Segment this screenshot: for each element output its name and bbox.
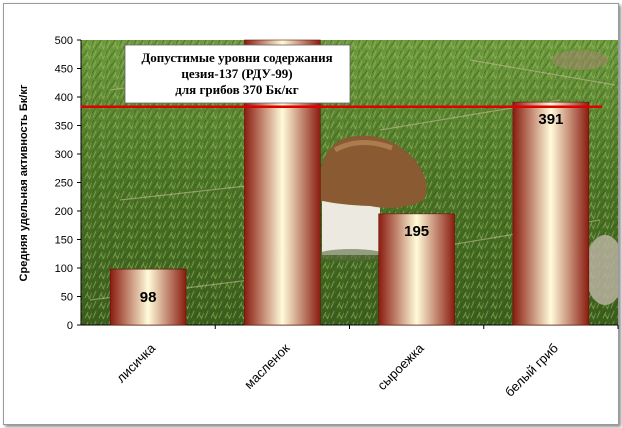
- y-tick-label: 50: [61, 292, 73, 304]
- y-tick-label: 150: [55, 235, 73, 247]
- bar-4: [512, 101, 590, 326]
- x-tick-label: масленок: [241, 340, 293, 392]
- y-tick-label: 300: [55, 149, 73, 161]
- y-tick-label: 100: [55, 263, 73, 275]
- annotation-line-3: для грибов 370 Бк/кг: [175, 82, 298, 97]
- y-tick-label: 500: [55, 35, 73, 47]
- x-tick-label: белый гриб: [502, 341, 561, 400]
- y-tick-label: 350: [55, 121, 73, 133]
- data-label-3: 195: [404, 223, 429, 240]
- bar-1: [109, 268, 187, 326]
- y-tick-label: 400: [55, 92, 73, 104]
- mushroom-illustration: [317, 135, 427, 261]
- x-tick-label: сыроежка: [374, 340, 427, 393]
- x-tick-label: лисичка: [113, 340, 159, 386]
- annotation-box: Допустимые уровни содержания цезия-137 (…: [124, 44, 351, 104]
- y-tick-label: 0: [67, 320, 73, 332]
- y-tick-label: 450: [55, 64, 73, 76]
- data-label-4: 391: [538, 111, 563, 128]
- y-axis-label: Средняя удельная активность Бк/кг: [18, 84, 30, 281]
- annotation-line-2: цезия-137 (РДУ-99): [181, 66, 292, 81]
- y-tick-label: 200: [55, 206, 73, 218]
- y-tick-label: 250: [55, 178, 73, 190]
- annotation-line-1: Допустимые уровни содержания: [141, 50, 332, 65]
- bar-3: [378, 213, 455, 326]
- data-label-1: 98: [140, 289, 157, 306]
